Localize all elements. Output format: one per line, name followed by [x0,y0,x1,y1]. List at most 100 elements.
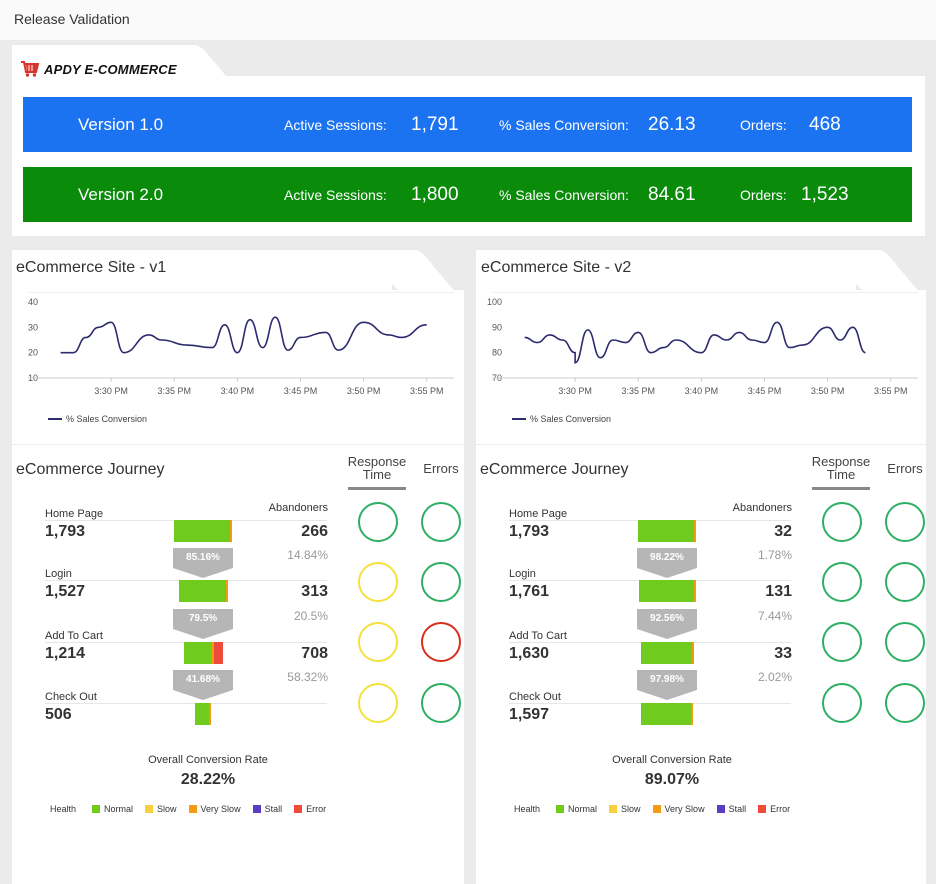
bar-veryslow-segment [209,703,211,725]
response-time-status-green-icon[interactable] [822,562,862,602]
response-time-header[interactable]: Response Time [347,454,407,482]
errors-status-green-icon[interactable] [885,622,925,662]
legend-swatch-icon [758,805,767,813]
legend-item-label: Slow [621,804,641,814]
funnel-arrow-icon [637,690,697,700]
step-value: 1,527 [45,583,86,600]
step-value: 1,793 [509,523,550,540]
abandoners-header: Abandoners [268,502,328,514]
y-tick-label: 20 [28,348,38,358]
legend-swatch-icon [294,805,303,813]
journey-title: eCommerce Journey [480,461,629,478]
errors-header[interactable]: Errors [423,461,459,476]
step-health-bar[interactable] [641,703,693,725]
pass-rate-text: 97.98% [637,670,697,690]
response-time-status-green-icon[interactable] [822,502,862,542]
legend-item-label: Error [306,804,327,814]
errors-status-green-icon[interactable] [885,683,925,723]
errors-status-green-icon[interactable] [421,502,461,542]
bar-veryslow-segment [211,642,214,664]
errors-status-green-icon[interactable] [421,562,461,602]
health-legend-label: Health [50,804,77,814]
conversion-value: 26.13 [648,113,696,135]
funnel-pass-rate: 41.68% [173,670,233,700]
legend-swatch-icon [188,805,197,813]
funnel-arrow-icon [637,629,697,639]
sessions-value: 1,800 [411,183,459,205]
conversion-series-line[interactable] [524,321,866,364]
legend-swatch-icon [609,805,618,813]
orders-value: 468 [809,113,841,135]
step-health-bar[interactable] [638,520,696,542]
response-time-status-green-icon[interactable] [822,622,862,662]
version-bar-1: Version 1.0 Active Sessions: 1,791 % Sal… [23,97,912,152]
step-value: 1,630 [509,645,550,662]
response-time-header[interactable]: Response Time [811,454,871,482]
abandoners-value: 33 [774,645,792,662]
step-value: 506 [45,706,72,723]
health-legend: Health Normal Slow Very Slow Stall Error [50,804,338,814]
conversion-series-line[interactable] [60,316,427,354]
conversion-chart-v1: 40 30 20 10 3:30 PM 3:35 PM 3:40 PM 3:45 PM 3:50… [12,291,464,402]
legend-series-name: % Sales Conversion [66,414,148,424]
step-health-bar[interactable] [195,703,211,725]
sessions-label: Active Sessions: [284,116,387,133]
y-tick-label: 40 [28,297,38,307]
chart-legend-v1: % Sales Conversion [48,414,147,424]
version-name: Version 2.0 [78,184,164,204]
response-time-status-yellow-icon[interactable] [358,562,398,602]
legend-item: Slow [609,804,641,814]
health-legend-label: Health [514,804,541,814]
errors-status-green-icon[interactable] [885,562,925,602]
step-health-bar[interactable] [640,642,694,664]
legend-item: Stall [716,804,746,814]
response-time-status-green-icon[interactable] [822,683,862,723]
funnel-pass-rate: 92.56% [637,609,697,639]
y-tick-label: 90 [492,322,502,332]
funnel-pass-rate: 85.16% [173,548,233,578]
orders-value: 1,523 [801,183,849,205]
step-label: Home Page [45,508,104,520]
errors-status-green-icon[interactable] [885,502,925,542]
legend-swatch-icon [652,805,661,813]
step-health-bar[interactable] [178,580,228,602]
overall-conversion-value: 28.22% [180,771,236,788]
conversion-label: % Sales Conversion: [499,116,629,133]
x-tick-label: 3:50 PM [347,386,381,396]
step-health-bar[interactable] [638,580,696,602]
errors-header[interactable]: Errors [887,461,923,476]
pass-rate-text: 79.5% [173,609,233,629]
legend-item: Very Slow [652,804,705,814]
bar-normal-segment [638,520,694,542]
x-tick-label: 3:35 PM [157,386,191,396]
response-time-status-green-icon[interactable] [358,502,398,542]
response-time-underline [812,487,870,490]
step-health-bar[interactable] [183,642,223,664]
step-health-bar[interactable] [174,520,232,542]
bar-normal-segment [640,642,692,664]
legend-item: Error [758,804,790,814]
legend-line-icon [48,418,62,420]
overall-conversion-value: 89.07% [644,771,700,788]
funnel-pass-rate: 79.5% [173,609,233,639]
step-label: Check Out [45,691,97,703]
abandoners-value: 708 [301,645,328,662]
errors-status-red-icon[interactable] [421,622,461,662]
bar-veryslow-segment [693,580,696,602]
legend-item: Error [294,804,326,814]
x-tick-label: 3:40 PM [221,386,255,396]
abandon-rate: 1.78% [757,548,792,562]
legend-item-label: Stall [264,804,283,814]
abandon-rate: 7.44% [757,609,792,623]
page-title: Release Validation [14,11,130,27]
errors-status-green-icon[interactable] [421,683,461,723]
step-value: 1,761 [509,583,550,600]
x-tick-label: 3:45 PM [284,386,318,396]
response-time-status-yellow-icon[interactable] [358,683,398,723]
y-tick-label: 100 [487,297,502,307]
bar-normal-segment [178,580,226,602]
response-time-status-yellow-icon[interactable] [358,622,398,662]
overall-conversion-label: Overall Conversion Rate [612,754,732,766]
cart-icon [21,61,40,77]
